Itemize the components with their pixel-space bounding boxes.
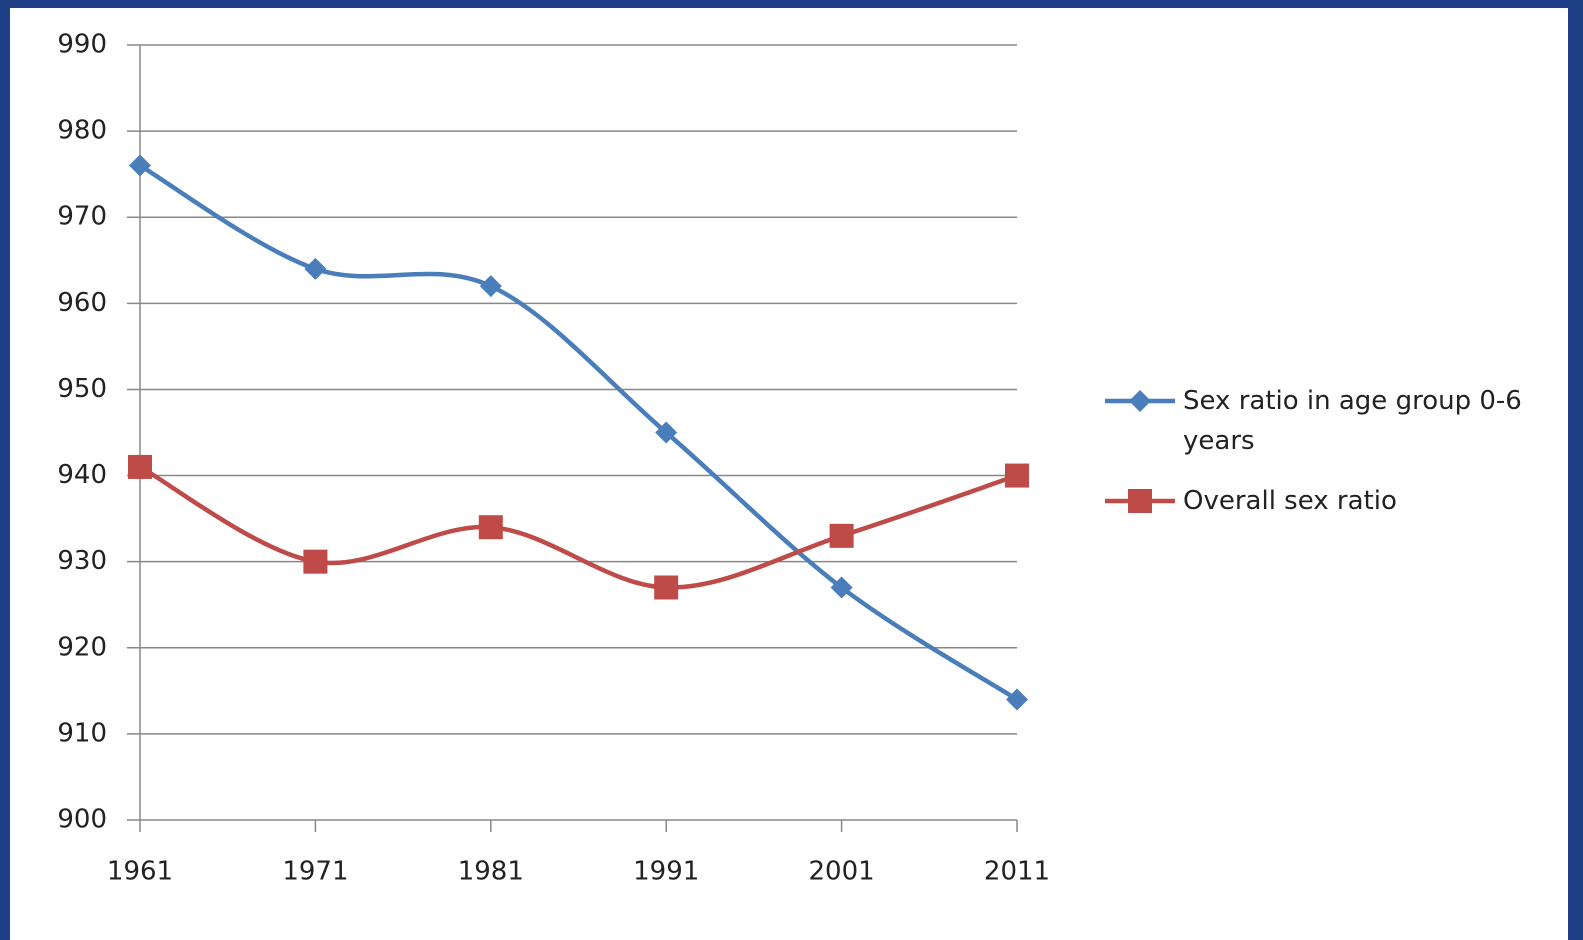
- x-tick-label: 1991: [633, 857, 699, 887]
- y-tick-label: 900: [57, 805, 107, 835]
- marker: [478, 515, 503, 540]
- marker: [654, 575, 679, 600]
- marker: [1129, 390, 1151, 412]
- marker: [1005, 463, 1029, 488]
- x-tick-label: 1981: [458, 857, 524, 887]
- y-tick-label: 940: [57, 460, 107, 490]
- series-line: [138, 163, 1019, 702]
- marker: [479, 275, 502, 298]
- marker: [303, 549, 328, 574]
- series-line: [138, 464, 1018, 590]
- marker: [129, 154, 151, 177]
- marker: [1128, 489, 1152, 513]
- chart-panel: [10, 8, 1568, 940]
- y-tick-label: 960: [57, 288, 107, 318]
- x-tick-label: 1961: [107, 857, 173, 887]
- y-tick-label: 930: [57, 546, 107, 576]
- y-tick-label: 950: [57, 374, 107, 404]
- x-tick-label: 2011: [984, 857, 1050, 887]
- marker: [830, 576, 853, 599]
- y-tick-label: 980: [57, 116, 107, 146]
- legend-label: Sex ratio in age group 0-6 years: [1183, 386, 1522, 456]
- y-tick-label: 990: [57, 30, 107, 60]
- x-tick-label: 1971: [282, 857, 348, 887]
- marker: [1006, 688, 1028, 711]
- y-tick-label: 970: [57, 202, 107, 232]
- y-tick-label: 920: [57, 632, 107, 662]
- y-tick-label: 910: [57, 718, 107, 748]
- marker: [655, 421, 678, 444]
- legend-label: Overall sex ratio: [1183, 486, 1397, 516]
- x-tick-label: 2001: [809, 857, 875, 887]
- marker: [304, 257, 327, 280]
- marker: [128, 454, 152, 479]
- marker: [829, 523, 854, 548]
